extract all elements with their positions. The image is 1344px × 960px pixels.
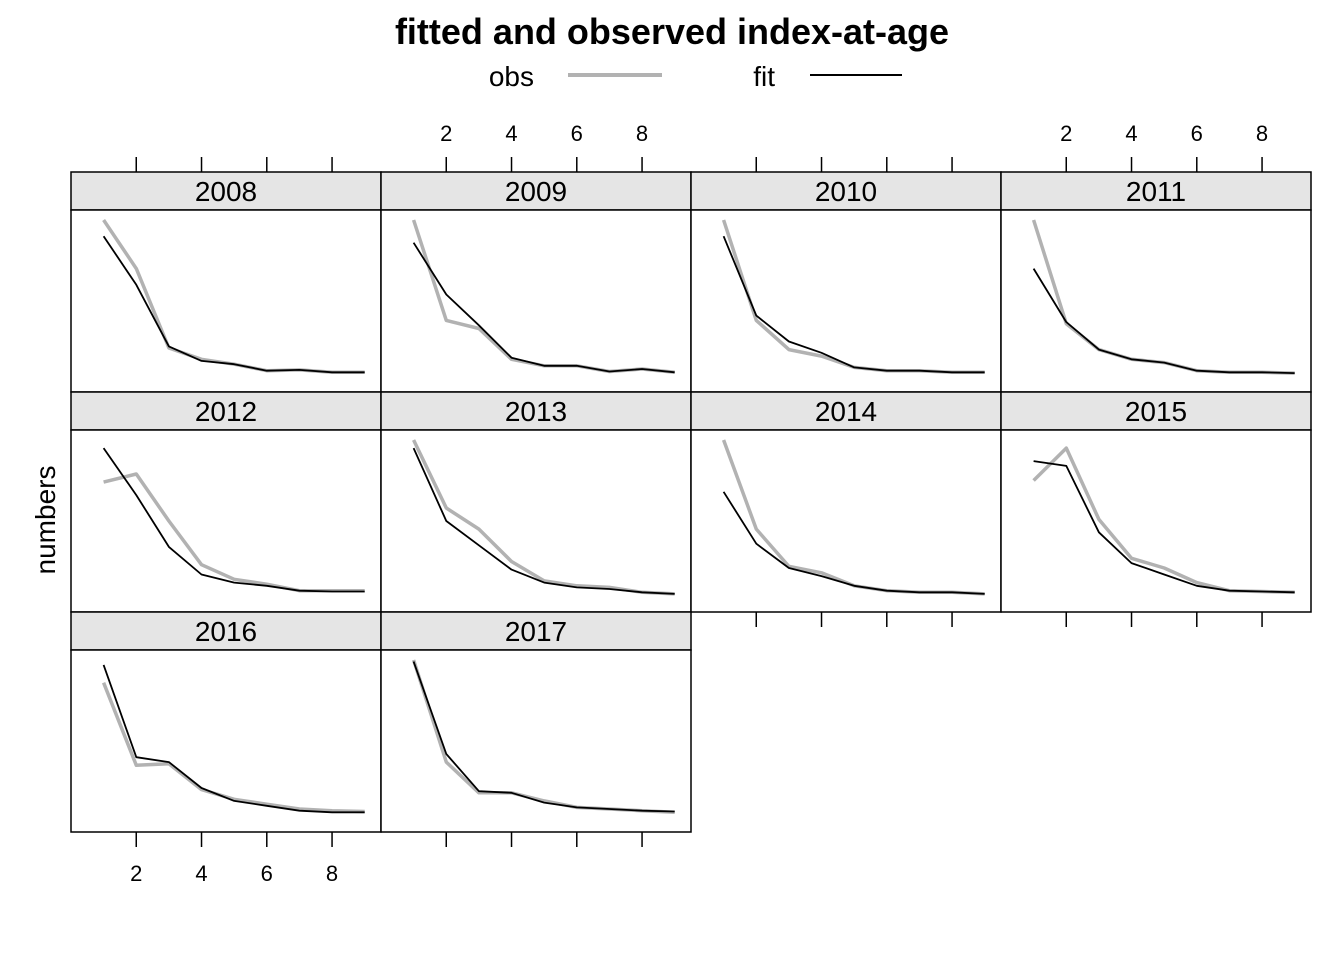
top-tick-label: 4: [505, 121, 517, 146]
strip-label: 2013: [505, 396, 567, 427]
strip-label: 2017: [505, 616, 567, 647]
series-fit-line: [722, 491, 985, 595]
top-tick-label: 6: [1191, 121, 1203, 146]
plot-area: [380, 429, 692, 613]
top-tick-label: 2: [440, 121, 452, 146]
top-tick-label: 4: [1125, 121, 1137, 146]
chart-title: fitted and observed index-at-age: [395, 11, 949, 52]
strip-background: [1000, 171, 1312, 211]
strip-label: 2012: [195, 396, 257, 427]
panels-group: 2008 2009 2 4 6 8 2010 2011 2 4 6 8 2012 2013 2014 2015…: [70, 121, 1312, 886]
strip-label: 2011: [1126, 176, 1186, 207]
panel-2012: 2012: [70, 391, 382, 613]
strip-background: [70, 171, 382, 211]
strip-background: [380, 391, 692, 431]
strip-background: [70, 611, 382, 651]
top-tick-label: 2: [1060, 121, 1072, 146]
bottom-tick-label: 2: [130, 861, 142, 886]
strip-background: [70, 391, 382, 431]
strip-label: 2008: [195, 176, 257, 207]
plot-area: [690, 429, 1002, 613]
series-fit-line: [102, 447, 365, 593]
bottom-tick-label: 4: [195, 861, 207, 886]
series-fit-line: [722, 235, 985, 374]
panel-2016: 2016 2 4 6 8: [70, 611, 382, 886]
plot-area: [1000, 429, 1312, 613]
strip-label: 2015: [1125, 396, 1187, 427]
legend: obs fit: [489, 61, 902, 92]
series-fit-line: [1033, 460, 1295, 594]
panel-2010: 2010: [690, 157, 1002, 393]
plot-area: [70, 649, 382, 833]
series-fit-line: [412, 242, 675, 374]
series-fit-line: [102, 664, 365, 814]
panel-2017: 2017: [380, 611, 692, 847]
panel-2008: 2008: [70, 157, 382, 393]
strip-label: 2010: [815, 176, 877, 207]
legend-label-fit: fit: [753, 61, 775, 92]
strip-label: 2016: [195, 616, 257, 647]
strip-label: 2009: [505, 176, 567, 207]
panel-2013: 2013: [380, 391, 692, 613]
bottom-tick-label: 6: [261, 861, 273, 886]
top-tick-label: 6: [571, 121, 583, 146]
panel-2009: 2009 2 4 6 8: [380, 121, 692, 393]
y-axis-label: numbers: [30, 466, 61, 575]
series-obs-line: [101, 682, 365, 814]
panel-2015: 2015: [1000, 391, 1312, 627]
bottom-tick-label: 8: [326, 861, 338, 886]
top-tick-label: 8: [1256, 121, 1268, 146]
series-fit-line: [1032, 268, 1295, 374]
strip-background: [380, 611, 692, 651]
strip-label: 2014: [815, 396, 877, 427]
plot-area: [1000, 209, 1312, 393]
panel-2014: 2014: [690, 391, 1002, 627]
panel-2011: 2011 2 4 6 8: [1000, 121, 1312, 393]
plot-area: [70, 429, 382, 613]
series-fit-line: [412, 447, 675, 595]
top-tick-label: 8: [636, 121, 648, 146]
series-fit-line: [412, 661, 675, 813]
legend-label-obs: obs: [489, 61, 534, 92]
plot-area: [690, 209, 1002, 393]
series-fit-line: [102, 235, 365, 374]
plot-area: [380, 649, 692, 833]
